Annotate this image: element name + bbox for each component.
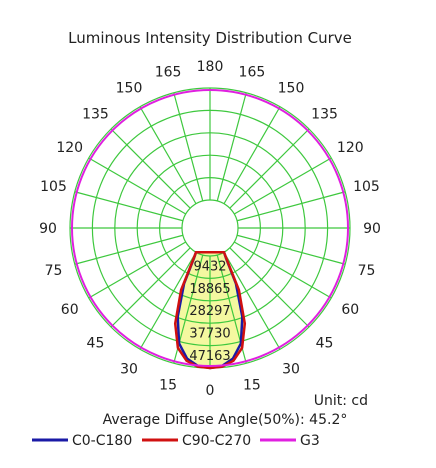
grid-spoke — [173, 92, 204, 202]
grid-spoke — [229, 128, 310, 209]
radial-tick-label: 28297 — [189, 304, 230, 319]
radial-tick-label: 47163 — [189, 349, 230, 364]
radial-tick-label: 9432 — [193, 259, 226, 274]
grid-spoke — [223, 106, 281, 205]
angle-label: 180 — [197, 59, 224, 75]
grid-spoke — [236, 234, 346, 265]
angle-label: 120 — [56, 140, 83, 156]
angle-label: 90 — [363, 221, 381, 237]
angle-label: 135 — [82, 106, 109, 122]
angle-label: 150 — [278, 81, 305, 97]
grid-spoke — [233, 241, 332, 299]
radial-tick-label: 18865 — [189, 282, 230, 297]
angle-label: 30 — [282, 361, 300, 377]
angle-label: 60 — [61, 302, 79, 318]
radial-tick-label: 37730 — [189, 327, 230, 342]
chart-title: Luminous Intensity Distribution Curve — [68, 29, 352, 47]
angle-label: 165 — [239, 65, 266, 81]
grid-spoke — [88, 157, 187, 215]
angle-label: 75 — [45, 263, 63, 279]
grid-spoke — [139, 106, 197, 205]
angle-label: 90 — [39, 221, 57, 237]
angle-label: 105 — [353, 179, 380, 195]
legend-label: C90-C270 — [182, 433, 251, 449]
angle-label: 0 — [206, 383, 215, 399]
angle-label: 30 — [120, 361, 138, 377]
grid-spoke — [139, 251, 197, 350]
grid-spoke — [74, 191, 184, 222]
grid-spoke — [229, 247, 310, 328]
angle-label: 45 — [87, 336, 105, 352]
angle-label: 75 — [358, 263, 376, 279]
legend-label: C0-C180 — [72, 433, 132, 449]
angle-label: 150 — [116, 81, 143, 97]
angle-label: 15 — [159, 377, 177, 393]
angle-label: 60 — [341, 302, 359, 318]
grid-spoke — [74, 234, 184, 265]
grid-spoke — [233, 157, 332, 215]
legend-label: G3 — [300, 433, 320, 449]
legend: C0-C180 C90-C270 G3 — [32, 433, 320, 449]
grid-spoke — [88, 241, 187, 299]
unit-label: Unit: cd — [314, 393, 368, 409]
grid-spoke — [110, 128, 191, 209]
grid-ring — [181, 199, 239, 257]
average-diffuse-angle: Average Diffuse Angle(50%): 45.2° — [103, 412, 348, 428]
angle-label: 45 — [316, 336, 334, 352]
angle-label: 105 — [40, 179, 67, 195]
grid-spoke — [236, 191, 346, 222]
grid-spoke — [110, 247, 191, 328]
angle-label: 135 — [311, 106, 338, 122]
angle-label: 120 — [337, 140, 364, 156]
series-g3 — [71, 89, 349, 367]
grid-spoke — [223, 251, 281, 350]
grid-spoke — [216, 92, 247, 202]
angle-label: 165 — [155, 65, 182, 81]
angle-label: 15 — [243, 377, 261, 393]
series-c90-c270 — [173, 250, 247, 370]
